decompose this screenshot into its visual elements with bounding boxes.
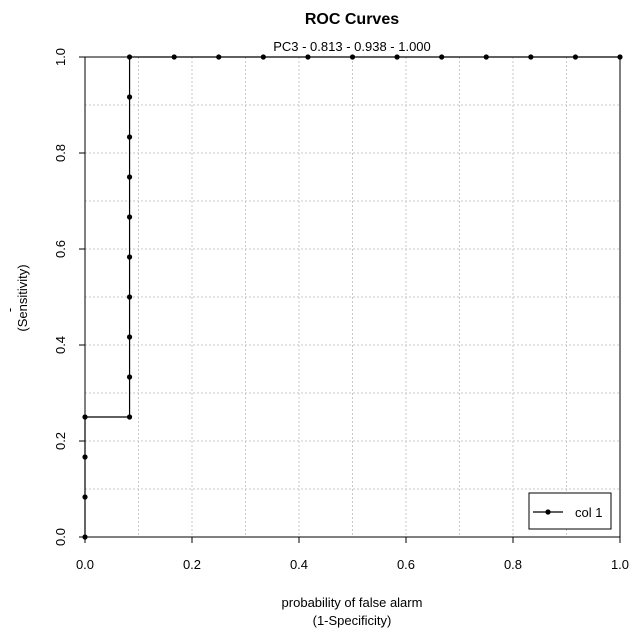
data-point [127, 294, 132, 299]
data-point [216, 54, 221, 59]
x-axis-label: probability of false alarm [282, 595, 423, 610]
x-tick-label: 0.8 [504, 557, 522, 572]
data-point [82, 494, 87, 499]
y-tick-label: 0.4 [53, 336, 68, 354]
legend-label: col 1 [575, 505, 602, 520]
y-axis-label: (Sensitivity) [15, 264, 30, 331]
chart-title: ROC Curves [305, 11, 399, 28]
x-tick-label: 0.4 [290, 557, 308, 572]
data-point [305, 54, 310, 59]
data-point [528, 54, 533, 59]
grid [85, 57, 620, 537]
data-point [127, 54, 132, 59]
legend: col 1 [529, 493, 611, 529]
y-tick-label: 1.0 [53, 48, 68, 66]
y-tick-label: 0.2 [53, 432, 68, 450]
data-point [261, 54, 266, 59]
x-tick-label: 0.2 [183, 557, 201, 572]
y-tick-label: 0.6 [53, 240, 68, 258]
x-axis-ticks: 0.0 0.2 0.4 0.6 0.8 1.0 [76, 537, 629, 572]
data-point [82, 414, 87, 419]
data-point [394, 54, 399, 59]
data-point [127, 174, 132, 179]
y-tick-label: 0.8 [53, 144, 68, 162]
data-point [127, 134, 132, 139]
data-point [439, 54, 444, 59]
x-tick-label: 0.0 [76, 557, 94, 572]
data-point [82, 454, 87, 459]
data-point [127, 334, 132, 339]
data-point [617, 54, 622, 59]
data-point [127, 254, 132, 259]
x-tick-label: 0.6 [397, 557, 415, 572]
data-point [82, 534, 87, 539]
data-point [573, 54, 578, 59]
legend-marker-icon [545, 509, 550, 514]
data-point [350, 54, 355, 59]
x-tick-label: 1.0 [611, 557, 629, 572]
y-tick-label: 0.0 [53, 528, 68, 546]
data-point [127, 94, 132, 99]
y-axis-ticks: 0.0 0.2 0.4 0.6 0.8 1.0 [53, 48, 85, 546]
x-axis-label-line2: (1-Specificity) [313, 613, 392, 628]
data-point [127, 414, 132, 419]
data-point [484, 54, 489, 59]
y-axis-label-mark: - [2, 308, 17, 312]
data-point [127, 374, 132, 379]
chart-subtitle: PC3 - 0.813 - 0.938 - 1.000 [273, 39, 431, 54]
data-point [172, 54, 177, 59]
data-point [127, 214, 132, 219]
